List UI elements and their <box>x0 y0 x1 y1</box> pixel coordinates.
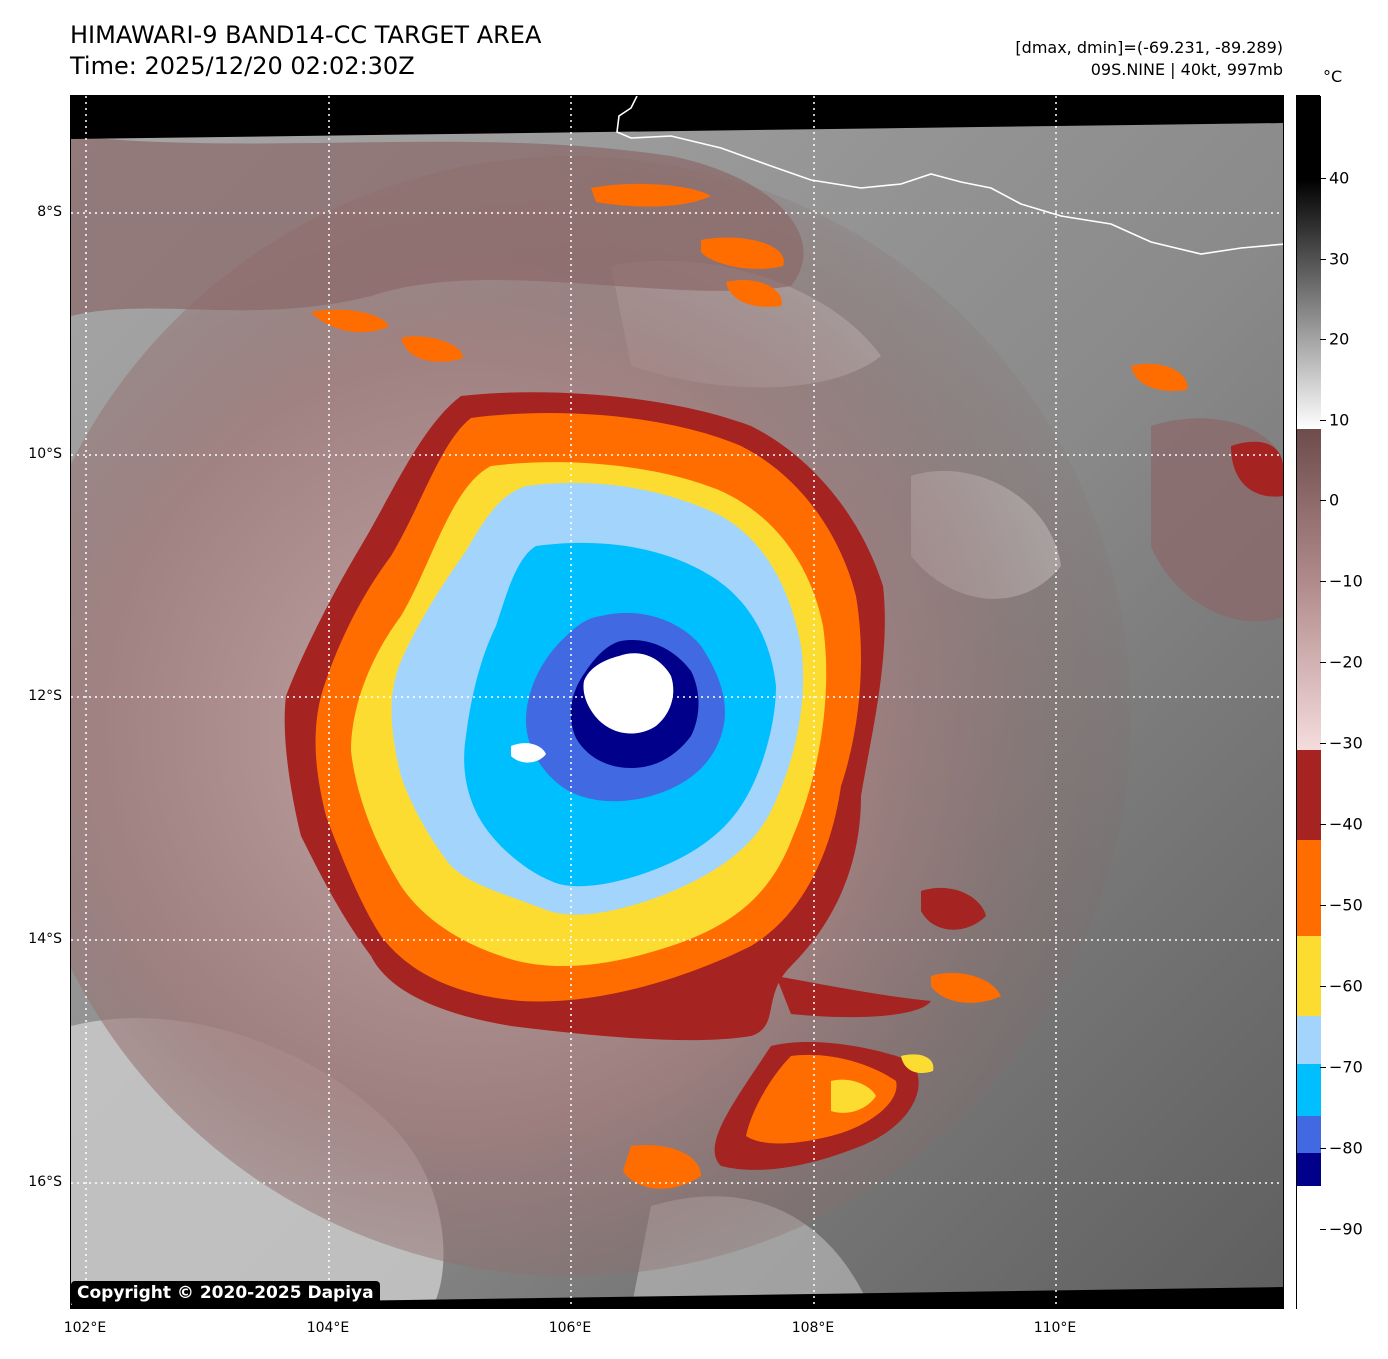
colorbar-label-20: 20 <box>1329 329 1350 349</box>
colorbar-tick <box>1320 986 1326 987</box>
colorbar-tick <box>1320 743 1326 744</box>
lat-label-10s: 10°S <box>28 446 62 462</box>
colorbar-tick <box>1320 581 1326 582</box>
colorbar-tick <box>1320 178 1326 179</box>
lat-label-8s: 8°S <box>37 204 62 220</box>
colorbar-label-minus70: −70 <box>1329 1057 1363 1077</box>
lat-label-16s: 16°S <box>28 1174 62 1190</box>
colorbar-label-30: 30 <box>1329 249 1350 269</box>
colorbar-tick <box>1320 259 1326 260</box>
colorbar-label-minus80: −80 <box>1329 1138 1363 1158</box>
colorbar-scale <box>1297 96 1321 1310</box>
title-line-2: Time: 2025/12/20 02:02:30Z <box>70 52 415 80</box>
colorbar-label-0: 0 <box>1329 490 1340 510</box>
lon-label-110e: 110°E <box>1033 1320 1077 1336</box>
satellite-map <box>70 95 1284 1309</box>
satellite-imagery <box>71 96 1283 1308</box>
colorbar <box>1296 95 1321 1310</box>
colorbar-label-10: 10 <box>1329 410 1350 430</box>
coastline <box>616 96 1283 255</box>
colorbar-label-minus30: −30 <box>1329 733 1363 753</box>
colorbar-tick <box>1320 1229 1326 1230</box>
colorbar-unit: °C <box>1323 67 1343 86</box>
colorbar-tick <box>1320 824 1326 825</box>
colorbar-tick <box>1320 662 1326 663</box>
lat-label-14s: 14°S <box>28 931 62 947</box>
colorbar-tick <box>1320 1067 1326 1068</box>
colorbar-label-minus40: −40 <box>1329 814 1363 834</box>
colorbar-tick <box>1320 420 1326 421</box>
colorbar-label-minus50: −50 <box>1329 895 1363 915</box>
colorbar-tick <box>1320 339 1326 340</box>
lon-label-108e: 108°E <box>791 1320 835 1336</box>
data-range-info: [dmax, dmin]=(-69.231, -89.289) <box>1015 38 1283 57</box>
colorbar-label-minus60: −60 <box>1329 976 1363 996</box>
lon-label-106e: 106°E <box>548 1320 592 1336</box>
title-line-1: HIMAWARI-9 BAND14-CC TARGET AREA <box>70 21 542 49</box>
lon-label-104e: 104°E <box>306 1320 350 1336</box>
graticule <box>71 96 1283 1308</box>
colorbar-tick <box>1320 1148 1326 1149</box>
lon-label-102e: 102°E <box>63 1320 107 1336</box>
colorbar-tick <box>1320 905 1326 906</box>
colorbar-label-minus90: −90 <box>1329 1219 1363 1239</box>
colorbar-label-minus10: −10 <box>1329 571 1363 591</box>
storm-info: 09S.NINE | 40kt, 997mb <box>1090 60 1283 79</box>
lat-label-12s: 12°S <box>28 688 62 704</box>
colorbar-label-40: 40 <box>1329 168 1350 188</box>
copyright-notice: Copyright © 2020-2025 Dapiya <box>71 1281 380 1306</box>
colorbar-tick <box>1320 500 1326 501</box>
colorbar-label-minus20: −20 <box>1329 652 1363 672</box>
